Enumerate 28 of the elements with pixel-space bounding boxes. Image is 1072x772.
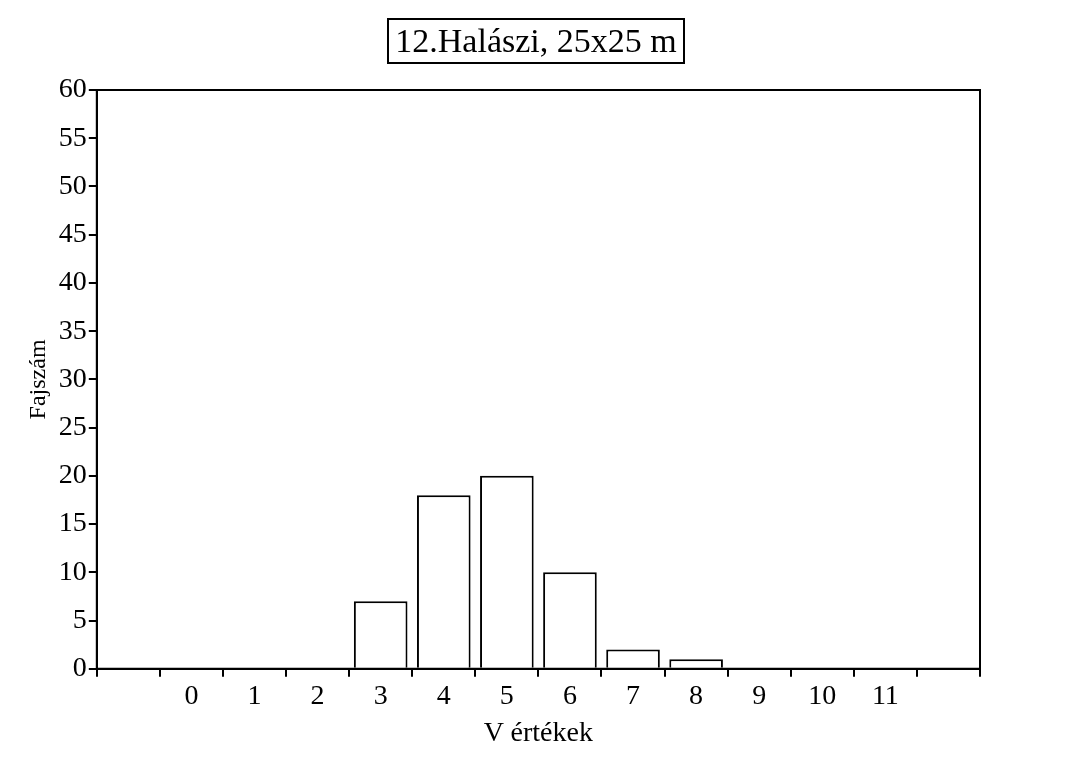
x-tick-label: 9 <box>752 678 767 710</box>
x-tick-label: 7 <box>626 678 641 710</box>
y-tick-label: 15 <box>58 506 87 538</box>
y-tick-label: 35 <box>58 313 87 345</box>
x-tick-label: 5 <box>499 678 514 710</box>
y-tick-label: 45 <box>58 217 87 249</box>
x-tick-label: 11 <box>871 678 899 710</box>
x-tick-label: 0 <box>184 678 199 710</box>
y-tick-label: 55 <box>58 120 87 152</box>
x-tick-label: 3 <box>373 678 388 710</box>
y-tick-label: 5 <box>72 602 87 634</box>
y-tick-label: 10 <box>58 554 87 586</box>
x-axis-title: V értékek <box>483 715 593 747</box>
x-tick-label: 4 <box>436 678 451 710</box>
x-tick-label: 6 <box>562 678 577 710</box>
chart-title: 12.Halászi, 25x25 m <box>387 18 685 64</box>
y-tick-label: 60 <box>58 72 87 104</box>
y-tick-label: 25 <box>58 409 87 441</box>
y-tick-label: 30 <box>58 361 87 393</box>
y-axis-title: Fajszám <box>23 339 50 420</box>
y-tick-label: 50 <box>58 168 87 200</box>
x-tick-label: 10 <box>808 678 837 710</box>
y-tick-label: 40 <box>58 265 87 297</box>
x-tick-label: 1 <box>247 678 262 710</box>
x-tick-label: 2 <box>310 678 325 710</box>
x-tick-label: 8 <box>689 678 704 710</box>
y-tick-label: 0 <box>72 651 87 683</box>
y-tick-label: 20 <box>58 458 87 490</box>
